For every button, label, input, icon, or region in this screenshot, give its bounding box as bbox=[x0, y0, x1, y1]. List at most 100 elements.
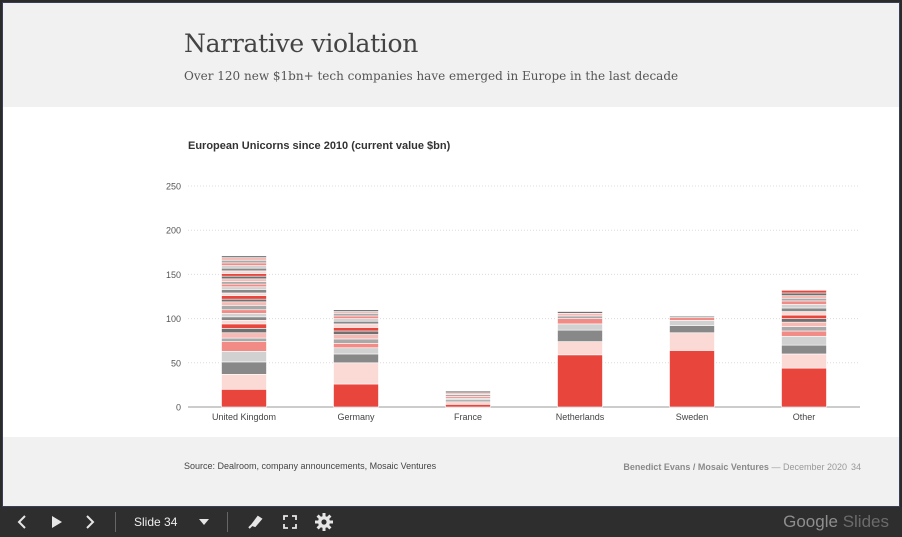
bar-segment bbox=[221, 265, 267, 269]
bar-segment bbox=[781, 307, 827, 312]
stacked-bar-chart: 0 50 100 150 200 250 United Kingdom Germany Fran… bbox=[166, 182, 860, 422]
bar-segment bbox=[221, 255, 267, 258]
bar-segment bbox=[445, 404, 491, 408]
toolbar-divider bbox=[115, 512, 116, 532]
fullscreen-icon[interactable] bbox=[281, 512, 299, 532]
bar-segment bbox=[333, 347, 379, 355]
bar-segment bbox=[221, 316, 267, 321]
bar-segment bbox=[781, 321, 827, 327]
bar-segment bbox=[221, 323, 267, 329]
bar-segment bbox=[333, 330, 379, 335]
x-tick-label: Netherlands bbox=[556, 412, 605, 422]
presenter-toolbar: Slide 34 Google Slides bbox=[0, 507, 902, 537]
bar-segment bbox=[333, 338, 379, 344]
google-slides-logo: Google Slides bbox=[783, 512, 889, 532]
bar-segment bbox=[221, 289, 267, 294]
bar-segment bbox=[333, 309, 379, 312]
bar-segment bbox=[221, 341, 267, 352]
bar-segment bbox=[781, 304, 827, 309]
chevron-left-icon[interactable] bbox=[14, 512, 30, 532]
bar-segment bbox=[221, 389, 267, 408]
bar-segment bbox=[221, 262, 267, 266]
bar-segment bbox=[557, 341, 603, 356]
bar-segment bbox=[333, 353, 379, 364]
bar-segment bbox=[221, 361, 267, 375]
bar-segment bbox=[669, 317, 715, 321]
bar-segment bbox=[221, 281, 267, 285]
toolbar-divider bbox=[227, 512, 228, 532]
x-tick-label: Other bbox=[793, 412, 816, 422]
bar-segment bbox=[781, 318, 827, 323]
bar-segment bbox=[781, 353, 827, 369]
x-tick-label: France bbox=[454, 412, 482, 422]
bar-segment bbox=[221, 259, 267, 264]
bar-segment bbox=[781, 311, 827, 316]
bar-segment bbox=[221, 257, 267, 261]
bar-segment bbox=[781, 330, 827, 337]
play-icon[interactable] bbox=[48, 512, 66, 532]
y-tick-label: 50 bbox=[171, 358, 181, 368]
bar-segment bbox=[669, 315, 715, 319]
bar-segment bbox=[221, 275, 267, 280]
bar-segment bbox=[221, 278, 267, 282]
x-tick-label: United Kingdom bbox=[212, 412, 276, 422]
bar-segment bbox=[781, 295, 827, 299]
bar-segment bbox=[557, 329, 603, 342]
credit-date: — December 2020 bbox=[771, 462, 847, 472]
bar-segment bbox=[445, 390, 491, 394]
bar-segment bbox=[669, 350, 715, 408]
caret-down-icon[interactable] bbox=[196, 512, 212, 532]
bar-segment bbox=[781, 300, 827, 305]
bar-segment bbox=[557, 312, 603, 317]
footer-band bbox=[3, 437, 899, 506]
bar-segment bbox=[781, 367, 827, 408]
bar-segment bbox=[221, 298, 267, 303]
y-tick-label: 200 bbox=[166, 226, 181, 236]
slide-title: Narrative violation bbox=[184, 29, 419, 58]
slide-canvas: Narrative violation Over 120 new $1bn+ t… bbox=[2, 2, 900, 507]
bar-segment bbox=[781, 290, 827, 294]
bar-segment bbox=[333, 315, 379, 319]
slide-number-label[interactable]: Slide 34 bbox=[134, 515, 178, 529]
bar-segment bbox=[221, 273, 267, 277]
bar-segment bbox=[557, 315, 603, 319]
bar-segment bbox=[781, 344, 827, 355]
bar-segment bbox=[669, 325, 715, 334]
bar-segment bbox=[221, 332, 267, 339]
bar-segment bbox=[221, 270, 267, 274]
bar-segment bbox=[333, 334, 379, 340]
bar-segment bbox=[221, 267, 267, 272]
bar-segment bbox=[333, 320, 379, 325]
bar-segment bbox=[221, 337, 267, 342]
bar-segment bbox=[781, 326, 827, 332]
chevron-right-icon[interactable] bbox=[82, 512, 98, 532]
source-note: Source: Dealroom, company announcements,… bbox=[184, 461, 437, 471]
bar-segment bbox=[333, 383, 379, 408]
bar-segment bbox=[557, 311, 603, 314]
bar-segment bbox=[221, 286, 267, 290]
laser-pointer-icon[interactable] bbox=[245, 512, 265, 532]
bar-segment bbox=[221, 283, 267, 288]
bar-segment bbox=[221, 292, 267, 296]
bar-segment bbox=[781, 292, 827, 296]
y-tick-label: 100 bbox=[166, 314, 181, 324]
bar-segment bbox=[333, 312, 379, 317]
slide-subtitle: Over 120 new $1bn+ tech companies have e… bbox=[184, 69, 679, 83]
bar-segment bbox=[333, 343, 379, 349]
bar-segment bbox=[557, 323, 603, 331]
credit-author: Benedict Evans / Mosaic Ventures bbox=[623, 462, 769, 472]
bar-segment bbox=[221, 305, 267, 311]
header-band bbox=[3, 3, 899, 107]
bar-segment bbox=[557, 318, 603, 325]
bar-segment bbox=[781, 314, 827, 319]
bar-segment bbox=[333, 327, 379, 332]
gear-icon[interactable] bbox=[313, 512, 335, 532]
bar-segment bbox=[221, 309, 267, 314]
bar-segment bbox=[557, 354, 603, 408]
brand-google-text: Google bbox=[783, 512, 838, 531]
credit-line: Benedict Evans / Mosaic Ventures — Decem… bbox=[623, 462, 847, 472]
y-tick-label: 0 bbox=[176, 403, 181, 413]
x-tick-label: Germany bbox=[337, 412, 375, 422]
bar-segment bbox=[781, 297, 827, 302]
